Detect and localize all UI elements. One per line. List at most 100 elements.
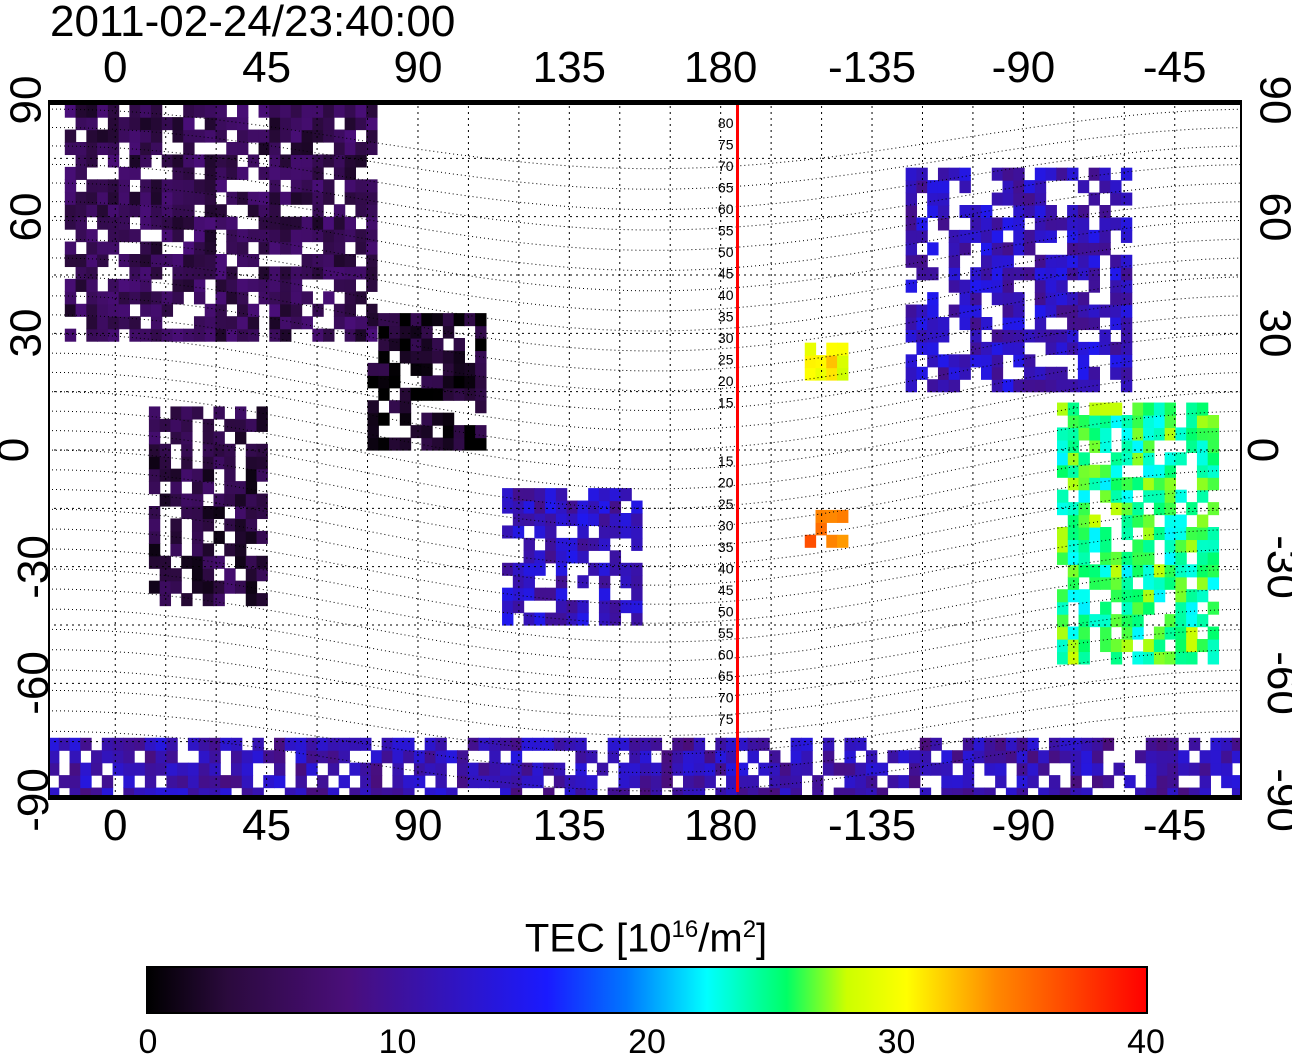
tec-cell: [410, 425, 422, 439]
tec-cell: [564, 737, 576, 751]
tec-cell: [97, 241, 109, 255]
tec-cell: [715, 762, 727, 776]
tec-cell: [555, 488, 568, 502]
tec-cell: [247, 204, 260, 218]
tec-cell: [553, 775, 566, 789]
tec-cell: [1110, 614, 1123, 628]
tec-cell: [148, 418, 161, 432]
tec-cell: [1088, 167, 1100, 181]
tec-cell: [150, 204, 163, 218]
tec-cell: [815, 522, 827, 536]
tec-cell: [183, 216, 195, 230]
tec-cell: [1121, 477, 1133, 491]
tec-cell: [177, 775, 189, 789]
tec-cell: [566, 612, 578, 626]
tec-cell: [927, 329, 939, 343]
tec-cell: [1081, 787, 1093, 800]
tec-cell: [489, 775, 501, 789]
tec-cell: [355, 191, 367, 205]
tec-cell: [140, 254, 152, 268]
tec-cell: [1099, 242, 1111, 256]
tec-cell: [112, 737, 124, 751]
tec-cell: [432, 338, 444, 352]
tec-cell: [855, 762, 867, 776]
tec-cell: [1196, 415, 1209, 429]
tec-cell: [107, 154, 120, 168]
tec-cell: [177, 762, 189, 776]
left-tick-label: 60: [1, 192, 51, 242]
tec-cell: [1067, 229, 1079, 243]
bottom-tick-label: 180: [683, 801, 758, 850]
tec-cell: [349, 762, 361, 776]
tec-cell: [323, 241, 335, 255]
tec-cell: [107, 303, 120, 317]
tec-cell: [598, 575, 611, 589]
tec-cell: [226, 241, 238, 255]
tec-cell: [432, 387, 444, 401]
tec-cell: [64, 179, 77, 193]
tec-cell: [1143, 589, 1155, 603]
tec-cell: [86, 179, 98, 193]
bottom-tick-label: 135: [532, 801, 607, 850]
tec-cell: [241, 750, 254, 764]
tec-cell: [226, 316, 238, 330]
tec-cell: [258, 204, 270, 218]
tec-cell: [366, 278, 378, 292]
tec-cell: [905, 217, 918, 231]
tec-cell: [1102, 775, 1115, 789]
tec-cell: [1045, 205, 1057, 219]
meridian-latitude-label: 15: [718, 395, 734, 411]
tec-cell: [64, 303, 77, 317]
tec-cell: [97, 129, 109, 143]
tec-cell: [1143, 452, 1155, 466]
tec-cell: [1164, 415, 1177, 429]
tec-cell: [844, 775, 856, 789]
tec-cell: [1088, 304, 1100, 318]
tec-cell: [166, 775, 178, 789]
tec-cell: [256, 468, 268, 482]
tec-cell: [181, 456, 193, 470]
tec-cell: [1013, 341, 1025, 355]
tec-cell: [1078, 601, 1090, 615]
tec-cell: [844, 762, 856, 776]
colorbar-tick-label: 40: [1127, 1023, 1165, 1061]
tec-cell: [1196, 614, 1209, 628]
tec-cell: [1024, 242, 1036, 256]
magnetic-latitude-curve: [48, 371, 1242, 451]
tec-cell: [140, 117, 152, 131]
tec-cell: [1164, 427, 1177, 441]
tec-cell: [747, 737, 759, 751]
tec-cell: [456, 762, 469, 776]
meridian-latitude-label: 20: [718, 475, 734, 491]
magnetic-latitude-curve: [48, 548, 1242, 624]
tec-cell: [1175, 601, 1187, 615]
tec-cell: [1002, 217, 1014, 231]
tec-cell: [269, 142, 281, 156]
tec-cell: [1110, 304, 1122, 318]
tec-cell: [213, 431, 225, 445]
tec-cell: [1024, 267, 1036, 281]
tec-cell: [1056, 366, 1068, 380]
tec-cell: [1067, 452, 1080, 466]
tec-cell: [973, 787, 985, 800]
tec-cell: [588, 488, 600, 502]
tec-cell: [1077, 366, 1090, 380]
tec-cell: [64, 104, 77, 118]
tec-cell: [172, 328, 184, 342]
tec-cell: [1024, 205, 1036, 219]
tec-cell: [1056, 167, 1068, 181]
tec-cell: [442, 362, 455, 376]
tec-cell: [290, 278, 303, 292]
tec-cell: [948, 304, 961, 318]
tec-cell: [1089, 415, 1101, 429]
tec-cell: [344, 316, 357, 330]
tec-cell: [344, 166, 357, 180]
tec-cell: [620, 525, 632, 539]
tec-cell: [202, 431, 215, 445]
tec-cell: [269, 303, 281, 317]
tec-cell: [1002, 167, 1014, 181]
tec-cell: [1024, 229, 1036, 243]
tec-cell: [1196, 439, 1209, 453]
tec-cell: [1153, 651, 1166, 665]
tec-cell: [181, 493, 193, 507]
